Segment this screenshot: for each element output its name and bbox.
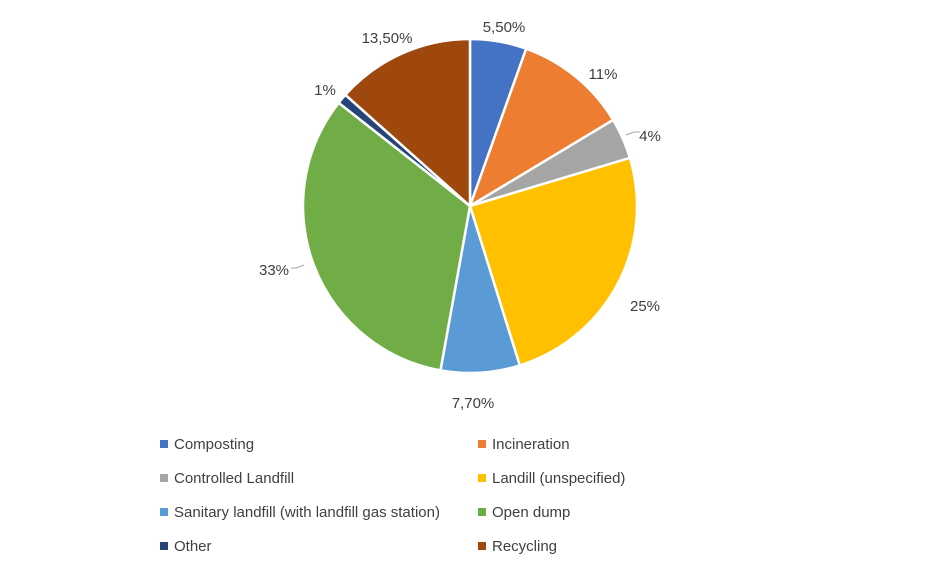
data-label: 1%: [314, 82, 336, 99]
legend-label: Open dump: [492, 503, 571, 521]
pie-slice-incineration: [468, 47, 615, 208]
data-label: 33%: [259, 262, 289, 279]
legend: Composting Incineration Controlled Landfil…: [160, 433, 678, 557]
legend-item: Incineration: [478, 433, 678, 455]
legend-item: Sanitary landfill (with landfill gas sta…: [160, 501, 478, 523]
legend-item: Other: [160, 535, 478, 557]
legend-swatch: [160, 542, 168, 550]
data-label: 5,50%: [483, 19, 526, 36]
legend-item: Open dump: [478, 501, 678, 523]
legend-swatch: [160, 440, 168, 448]
legend-swatch: [478, 542, 486, 550]
legend-swatch: [478, 474, 486, 482]
leader-line: [291, 264, 305, 269]
legend-item: Controlled Landfill: [160, 467, 478, 489]
data-label: 13,50%: [362, 30, 413, 47]
legend-swatch: [160, 474, 168, 482]
data-label: 11%: [589, 66, 618, 83]
legend-label: Other: [174, 537, 212, 555]
legend-label: Incineration: [492, 435, 570, 453]
data-label: 7,70%: [452, 395, 495, 412]
legend-label: Sanitary landfill (with landfill gas sta…: [174, 503, 440, 521]
legend-item: Landill (unspecified): [478, 467, 678, 489]
pie-slice-recycling: [344, 37, 472, 208]
legend-label: Controlled Landfill: [174, 469, 295, 487]
legend-item: Composting: [160, 433, 478, 455]
legend-swatch: [478, 440, 486, 448]
leader-line: [625, 131, 640, 136]
legend-swatch: [478, 508, 486, 516]
legend-label: Recycling: [492, 537, 558, 555]
pie-slice-open-dump: [301, 101, 472, 372]
data-label: 25%: [630, 298, 660, 315]
data-label: 4%: [639, 128, 661, 145]
legend-item: Recycling: [478, 535, 678, 557]
legend-swatch: [160, 508, 168, 516]
legend-label: Composting: [174, 435, 255, 453]
pie-slice-landill-unspecified: [468, 156, 639, 367]
legend-label: Landill (unspecified): [492, 469, 626, 487]
